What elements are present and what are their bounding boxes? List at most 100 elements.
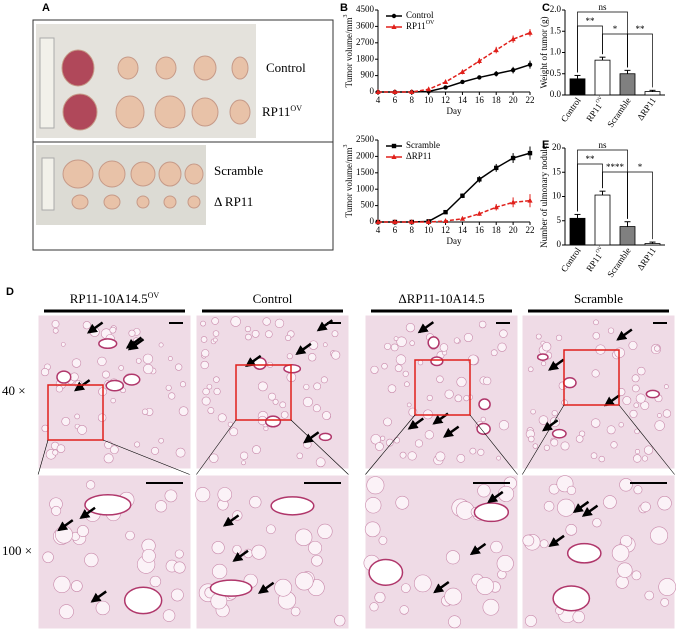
alveolus (118, 365, 124, 371)
legend-label: Scramble (406, 140, 440, 150)
arrow (245, 354, 262, 368)
significance-label: ** (586, 154, 596, 164)
y-tick-label: 2700 (356, 37, 375, 47)
alveolus (444, 587, 462, 606)
point (527, 197, 533, 203)
alveolus (386, 438, 394, 447)
arrow (257, 581, 275, 594)
tumor (117, 56, 139, 80)
y-tick-label: 1800 (356, 53, 375, 63)
alveolus (634, 449, 641, 455)
alveolus (252, 445, 261, 455)
y-tick-label: 1000 (356, 183, 375, 193)
alveolus (633, 402, 639, 408)
vessel (123, 586, 163, 615)
point (527, 29, 533, 35)
alveolus (168, 392, 176, 400)
point (510, 155, 516, 161)
significance-bracket (627, 33, 653, 88)
arrow (548, 534, 565, 547)
alveolus (52, 327, 59, 334)
alveolus (524, 614, 537, 627)
alveolus (102, 370, 110, 379)
roi-box (414, 359, 471, 416)
y-tick-label: 1.0 (550, 47, 562, 57)
x-tick-label: 10 (424, 225, 434, 235)
alveolus (158, 438, 164, 444)
alveolus (660, 598, 669, 607)
point (443, 209, 448, 215)
y-axis-label: Tumor volume/mm3 (343, 145, 354, 218)
arrow (90, 590, 107, 603)
alveolus (444, 389, 454, 399)
alveolus (240, 451, 249, 460)
point (409, 219, 415, 224)
alveolus (615, 575, 629, 589)
alveolus (262, 317, 271, 326)
alveolus (414, 439, 423, 448)
point (494, 71, 499, 76)
arrow (487, 490, 504, 504)
alveolus (374, 591, 386, 603)
alveolus (143, 363, 154, 375)
alveolus (206, 383, 213, 390)
point (527, 150, 533, 156)
alveolus (317, 523, 333, 539)
y-axis-label: Weight of tumor (g) (539, 16, 549, 88)
x-tick-label: 6 (393, 225, 398, 235)
alveolus (631, 570, 642, 581)
alveolus (311, 554, 323, 567)
alveolus (453, 337, 460, 344)
alveolus (195, 487, 211, 503)
alveolus (496, 555, 514, 573)
vessel (122, 373, 141, 386)
alveolus (217, 487, 233, 502)
alveolus (633, 454, 642, 463)
significance-label: ns (598, 2, 607, 12)
alveolus (463, 395, 470, 402)
x-tick-label: 18 (492, 95, 502, 105)
significance-label: ** (636, 24, 646, 34)
vessel (105, 379, 125, 392)
alveolus (84, 552, 99, 568)
alveolus (308, 540, 323, 555)
y-tick-label: 500 (361, 200, 375, 210)
legend-marker (391, 13, 397, 19)
point (375, 219, 381, 224)
alveolus (110, 397, 116, 404)
alveolus (396, 336, 407, 347)
alveolus (200, 336, 208, 343)
alveolus (213, 376, 220, 383)
alveolus (302, 396, 313, 407)
alveolus (413, 574, 432, 593)
legend-label: ΔRP11 (406, 151, 431, 161)
arrow (127, 338, 145, 351)
y-tick-label: 4500 (356, 4, 375, 14)
alveolus (369, 602, 379, 612)
alveolus (405, 323, 416, 333)
arrow (407, 417, 425, 430)
alveolus (230, 316, 241, 327)
alveolus (212, 330, 220, 337)
bar (569, 217, 586, 246)
alveolus (71, 358, 82, 368)
vessel (98, 338, 118, 350)
alveolus (634, 428, 640, 435)
alveolus (135, 358, 142, 364)
point (477, 177, 482, 182)
alveolus (631, 384, 640, 393)
tumor (163, 195, 177, 209)
vessel (645, 389, 661, 399)
alveolus (82, 321, 91, 330)
alveolus (541, 342, 552, 352)
alveolus (618, 422, 624, 428)
vessel (318, 432, 333, 442)
x-tick-label: 8 (410, 95, 415, 105)
alveolus (175, 363, 183, 371)
superscript: OV (426, 20, 435, 26)
x-tick-label: Control (559, 245, 583, 274)
superscript: OV (148, 291, 160, 300)
column-header: Scramble (574, 291, 623, 306)
alveolus (134, 441, 141, 448)
legend-marker (391, 154, 397, 159)
